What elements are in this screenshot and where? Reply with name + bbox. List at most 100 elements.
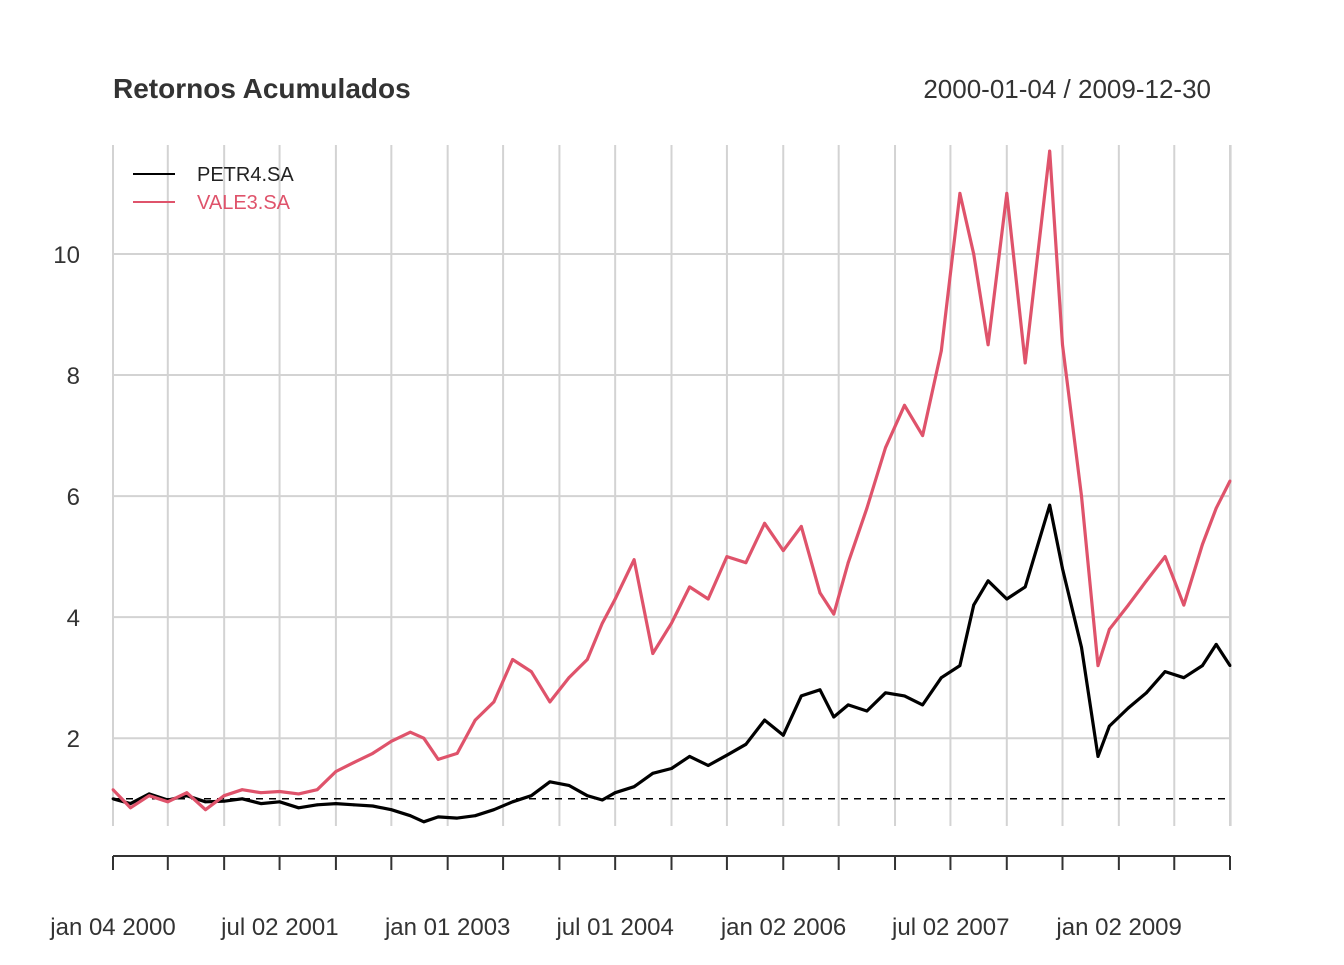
data-point	[1201, 543, 1204, 546]
data-point	[651, 652, 655, 655]
data-point	[422, 736, 426, 740]
data-point	[1048, 503, 1052, 507]
data-point	[818, 591, 822, 595]
data-point	[799, 694, 803, 698]
data-point	[1005, 192, 1009, 195]
data-point	[129, 806, 132, 810]
data-point	[511, 658, 514, 661]
data-point	[986, 579, 990, 583]
data-point	[972, 603, 976, 607]
data-point	[548, 780, 552, 784]
data-point	[585, 794, 589, 798]
data-point	[1061, 567, 1064, 571]
data-point	[492, 808, 496, 812]
data-point	[632, 785, 636, 789]
data-point	[781, 549, 785, 552]
data-point	[903, 694, 906, 698]
chart-title: Retornos Acumulados	[113, 73, 411, 104]
data-point	[408, 730, 412, 734]
data-point	[297, 792, 300, 796]
x-tick-label: jan 02 2009	[1055, 914, 1181, 941]
data-point	[1080, 646, 1083, 649]
data-point	[352, 761, 356, 764]
data-point	[259, 802, 263, 806]
data-point	[371, 804, 375, 808]
data-point	[1163, 555, 1167, 559]
data-point	[651, 771, 655, 775]
data-point	[1182, 603, 1186, 607]
data-point	[832, 715, 836, 719]
data-point	[600, 798, 604, 802]
data-point	[744, 561, 748, 565]
data-point	[1201, 664, 1204, 667]
data-point	[1145, 579, 1148, 583]
data-point	[921, 434, 924, 437]
data-point	[315, 788, 319, 792]
series-line-petr4-sa	[112, 503, 1232, 824]
data-point	[939, 676, 943, 680]
data-point	[688, 585, 691, 589]
data-point	[1107, 627, 1111, 631]
data-point	[185, 791, 189, 795]
data-point	[832, 612, 836, 616]
data-point	[529, 670, 533, 674]
data-point	[492, 700, 496, 704]
data-point	[1005, 597, 1009, 601]
data-point	[455, 751, 459, 755]
y-tick-label: 10	[53, 242, 80, 269]
data-point	[846, 703, 850, 707]
data-point	[632, 558, 636, 562]
data-point	[725, 555, 729, 559]
axes: 2 4 6 8 10 jan 04 2000 jul 02 2001 jan 01 2003 j…	[49, 242, 1231, 941]
data-point	[613, 597, 617, 601]
data-point	[1145, 691, 1148, 695]
data-point	[1080, 494, 1083, 498]
data-point	[204, 800, 207, 804]
data-point	[688, 754, 691, 758]
data-point	[986, 343, 990, 347]
data-point	[1126, 603, 1130, 607]
data-point	[799, 524, 803, 528]
x-tick-label: jan 02 2006	[720, 914, 846, 941]
legend: PETR4.SA VALE3.SA	[133, 164, 294, 214]
data-point	[865, 506, 869, 510]
data-point	[567, 784, 571, 787]
grid	[112, 145, 1232, 826]
data-point	[222, 794, 226, 798]
data-point	[1214, 643, 1218, 646]
data-point	[111, 797, 115, 801]
data-point	[548, 700, 552, 704]
data-point	[1126, 706, 1130, 710]
data-point	[1023, 361, 1027, 365]
data-point	[600, 621, 604, 625]
data-point	[744, 742, 748, 746]
data-point	[297, 806, 300, 810]
data-point	[1096, 754, 1100, 758]
data-point	[334, 770, 338, 773]
series-group	[111, 149, 1232, 824]
data-point	[903, 403, 906, 407]
data-point	[240, 788, 244, 792]
x-tick-label: jan 01 2003	[384, 914, 510, 941]
data-point	[818, 688, 822, 692]
data-point	[371, 751, 375, 755]
data-point	[473, 814, 477, 818]
data-point	[763, 521, 766, 525]
series-line-vale3-sa	[111, 149, 1232, 812]
data-point	[352, 803, 356, 807]
date-range-label: 2000-01-04 / 2009-12-30	[923, 74, 1211, 104]
data-point	[1214, 506, 1218, 510]
legend-label: PETR4.SA	[197, 164, 294, 186]
data-point	[511, 800, 514, 804]
data-point	[278, 790, 281, 793]
x-tick-label: jan 04 2000	[49, 914, 175, 941]
data-point	[763, 718, 766, 722]
data-point	[921, 703, 924, 707]
data-point	[958, 192, 962, 195]
data-point	[1163, 670, 1167, 674]
x-tick-label: jul 01 2004	[555, 914, 673, 941]
data-point	[408, 814, 412, 818]
data-point	[315, 803, 319, 807]
